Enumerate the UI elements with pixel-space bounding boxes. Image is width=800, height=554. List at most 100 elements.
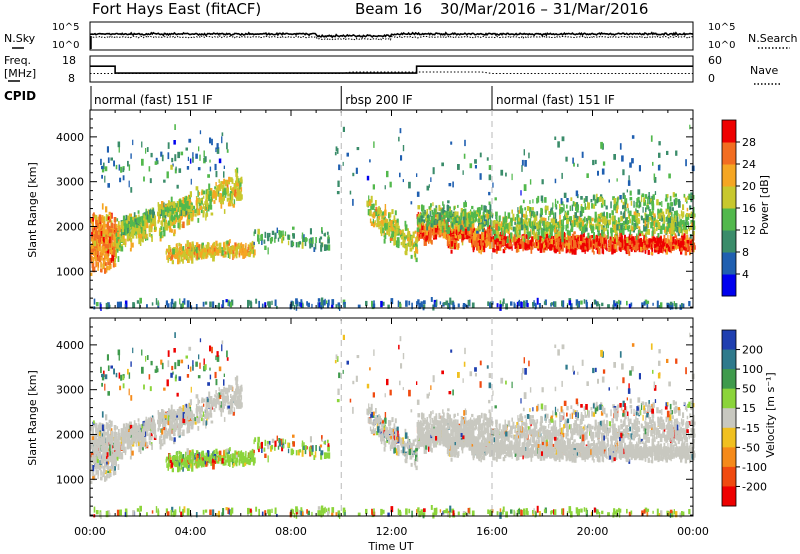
power-cell	[651, 245, 654, 252]
power-cell	[488, 232, 491, 237]
power-cell	[602, 219, 605, 224]
power-cell	[465, 303, 467, 307]
power-cell	[644, 219, 647, 227]
power-cell	[214, 252, 216, 256]
power-cell	[486, 241, 488, 247]
power-cell	[190, 305, 193, 310]
power-cell	[241, 244, 245, 249]
power-cell	[664, 239, 667, 243]
power-cell	[571, 249, 574, 255]
power-cell	[460, 212, 463, 220]
power-cell	[554, 240, 556, 246]
power-cell	[566, 210, 570, 216]
power-cell	[622, 230, 625, 235]
power-cell	[99, 242, 102, 249]
power-cell	[587, 245, 589, 252]
power-cell	[136, 231, 140, 235]
power-cell	[178, 226, 181, 230]
power-cell	[205, 244, 208, 250]
power-cell	[208, 183, 211, 191]
power-cell	[284, 231, 287, 237]
power-cell	[526, 239, 529, 244]
power-cell	[682, 219, 685, 226]
power-cell	[153, 228, 157, 232]
power-cell	[526, 221, 529, 226]
power-cell	[142, 230, 146, 237]
power-cell	[646, 204, 649, 210]
power-cell	[317, 302, 321, 308]
power-cell	[561, 240, 564, 245]
power-cell	[194, 213, 197, 217]
power-cell	[445, 222, 448, 229]
power-cell	[107, 249, 110, 254]
power-cell	[138, 233, 141, 239]
power-cell	[274, 237, 276, 243]
power-cell	[157, 211, 160, 217]
power-cell	[473, 230, 477, 238]
power-cell	[532, 230, 535, 236]
power-cell	[198, 251, 200, 258]
power-cell	[630, 225, 633, 232]
power-cell	[163, 202, 165, 208]
power-cell	[407, 228, 409, 233]
power-cell	[648, 217, 652, 221]
power-cell	[442, 201, 444, 206]
power-cell	[573, 248, 577, 255]
power-cell	[109, 236, 111, 244]
power-cell	[671, 219, 674, 227]
power-cell	[521, 240, 525, 246]
power-cell	[615, 236, 618, 243]
power-cell	[109, 241, 112, 248]
power-cell	[401, 229, 404, 237]
power-cell	[383, 219, 387, 225]
power-cell	[572, 246, 575, 250]
power-cell	[463, 216, 466, 220]
power-cell	[119, 301, 121, 308]
power-cell	[380, 219, 383, 224]
power-cell	[609, 247, 612, 252]
power-cell	[494, 249, 496, 253]
power-cell	[549, 213, 551, 217]
power-cell	[188, 251, 191, 255]
power-cell	[598, 223, 600, 231]
power-cell	[667, 234, 669, 239]
power-cell	[502, 248, 506, 254]
power-cell	[551, 244, 554, 248]
power-cell	[517, 245, 520, 253]
power-cell	[235, 182, 239, 187]
power-cell	[208, 251, 211, 256]
power-cell	[499, 300, 502, 308]
power-cell	[592, 244, 595, 250]
power-cell	[593, 251, 595, 255]
power-cell	[315, 237, 317, 244]
power-cell	[593, 299, 596, 305]
power-cell	[263, 239, 266, 244]
power-cell	[546, 224, 549, 228]
power-cell	[495, 228, 499, 235]
power-cell	[327, 235, 330, 239]
power-cell	[603, 237, 606, 244]
power-cell	[619, 232, 621, 240]
freq-traces	[90, 65, 693, 74]
power-cell	[228, 176, 231, 182]
power-cell	[677, 232, 680, 237]
power-cell	[624, 239, 627, 244]
power-cell	[155, 226, 157, 231]
power-cell	[665, 245, 668, 251]
nave-label: Nave	[750, 64, 778, 77]
power-cell	[227, 190, 229, 196]
power-cell	[426, 213, 429, 219]
power-cell	[118, 247, 121, 251]
power-cell	[216, 249, 219, 254]
power-cell	[93, 240, 97, 247]
power-cell	[471, 230, 474, 236]
power-cell	[101, 203, 104, 210]
power-cell	[368, 195, 370, 202]
power-cell	[124, 228, 127, 236]
power-cell	[670, 249, 672, 254]
power-cell	[169, 206, 171, 210]
power-cell	[385, 218, 387, 224]
power-cell	[597, 225, 599, 232]
power-cell	[212, 195, 215, 199]
power-cell	[187, 208, 190, 212]
